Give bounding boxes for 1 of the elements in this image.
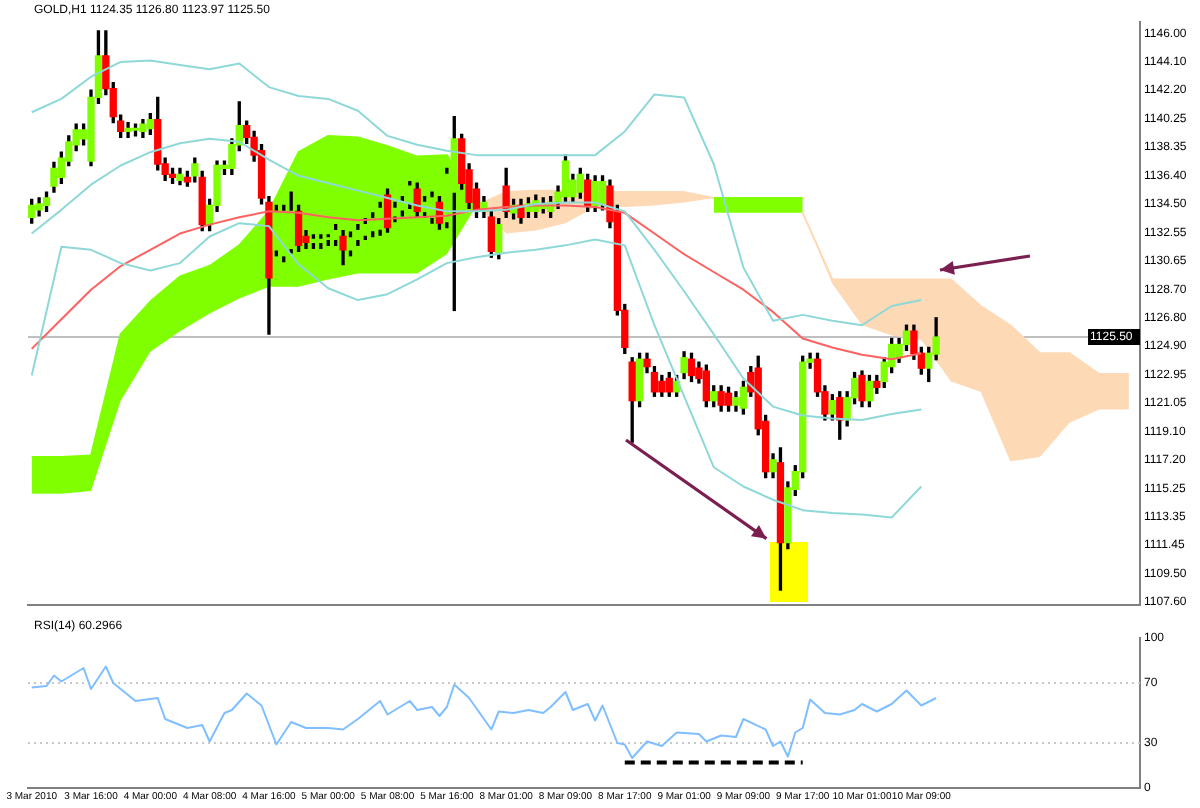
candlestick — [124, 121, 132, 139]
